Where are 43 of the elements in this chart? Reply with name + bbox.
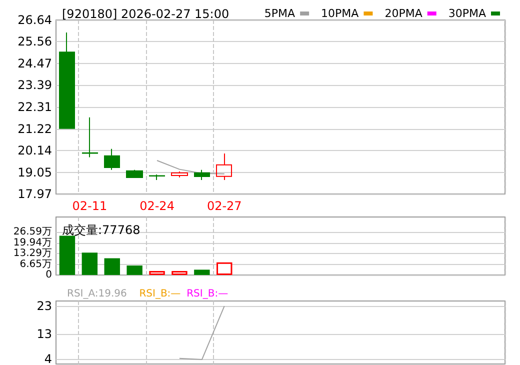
y-tick-label: 24.47	[18, 56, 52, 71]
y-tick-label: 13	[36, 326, 52, 341]
chart-title: [920180] 2026-02-27 15:00	[62, 7, 230, 21]
legend-label: 30PMA	[448, 7, 486, 20]
legend-label: 10PMA	[321, 7, 360, 20]
candlestick	[104, 148, 120, 170]
y-tick-label: 25.56	[18, 34, 52, 49]
y-tick-label: 20.14	[18, 143, 52, 158]
y-tick-label: 0	[46, 270, 52, 280]
candlestick	[149, 174, 165, 180]
y-tick-label: 23.39	[18, 78, 52, 92]
text: RSI_A:19.96	[67, 288, 127, 300]
candlestick	[216, 152, 232, 180]
bar	[194, 270, 210, 275]
candlestick	[59, 32, 75, 129]
line-series	[156, 160, 225, 174]
y-tick-label: 19.05	[18, 165, 52, 180]
text: 成交量:77768	[62, 223, 140, 237]
y-tick-label: 23	[36, 299, 52, 314]
candlestick	[194, 169, 210, 180]
x-tick-label: 02-24	[140, 199, 174, 213]
y-tick-label: 17.97	[18, 187, 52, 201]
y-tick-label: 13.29万	[13, 248, 52, 260]
y-tick-label: 4	[44, 352, 52, 365]
candlestick	[82, 116, 98, 158]
y-tick-label: 19.94万	[13, 237, 52, 248]
legend-label: 20PMA	[384, 7, 423, 20]
y-tick-label: 6.65万	[20, 258, 52, 270]
bar	[126, 265, 142, 275]
legend-label: RSI_B:—	[186, 288, 228, 300]
legend-label: RSI_B:—	[139, 288, 181, 300]
bar	[104, 258, 120, 275]
x-tick-label: 02-27	[206, 199, 242, 213]
candlestick	[171, 171, 188, 178]
y-tick-label: 22.31	[18, 100, 52, 114]
y-tick-label: 21.22	[18, 122, 52, 136]
y-tick-label: 26.64	[18, 13, 52, 27]
candlestick	[126, 169, 143, 178]
x-tick-label: 02-11	[72, 199, 108, 213]
legend-label: 5PMA	[264, 7, 296, 20]
y-tick-label: 26.59万	[13, 226, 52, 238]
bar	[82, 252, 98, 275]
bar	[59, 236, 76, 275]
